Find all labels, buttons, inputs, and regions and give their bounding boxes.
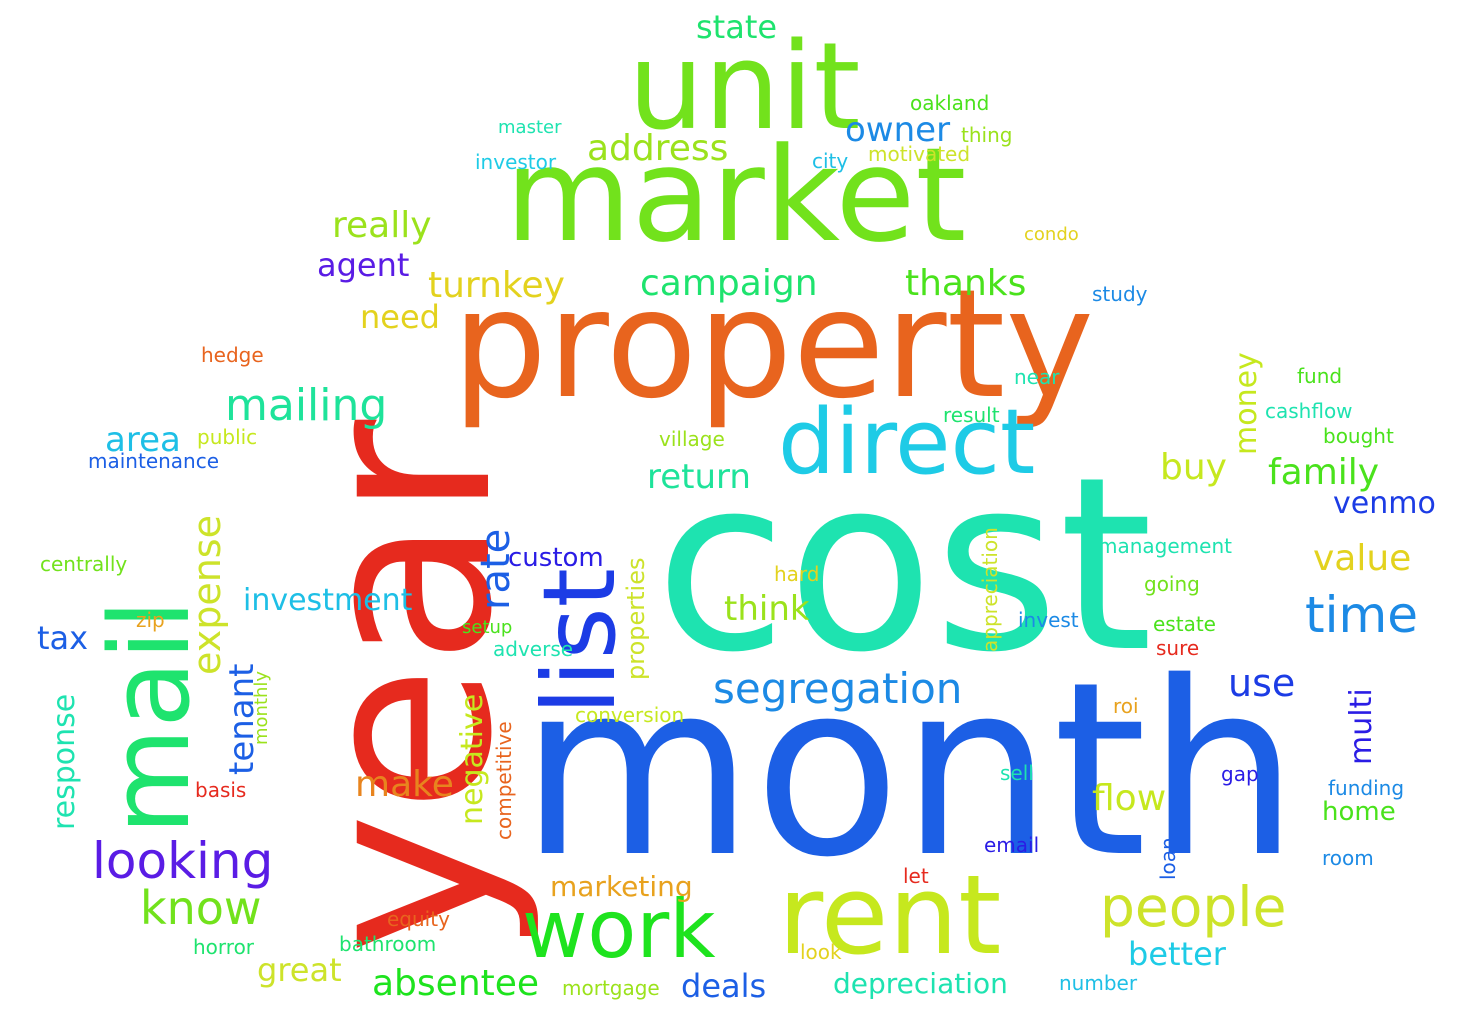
word-market: market: [505, 119, 967, 271]
word-state: state: [696, 8, 778, 46]
word-investment: investment: [243, 583, 413, 618]
word-loan: loan: [1156, 837, 1180, 880]
word-turnkey: turnkey: [428, 265, 565, 306]
word-thanks: thanks: [905, 263, 1027, 304]
word-use: use: [1228, 661, 1296, 705]
word-roi: roi: [1113, 694, 1139, 718]
word-marketing: marketing: [550, 870, 693, 903]
word-family: family: [1268, 452, 1380, 493]
word-motivated: motivated: [868, 142, 971, 166]
word-basis: basis: [195, 778, 247, 802]
word-absentee: absentee: [372, 963, 540, 1004]
word-rent: rent: [778, 851, 1002, 979]
word-venmo: venmo: [1333, 486, 1436, 521]
word-room: room: [1322, 846, 1374, 870]
word-city: city: [812, 149, 849, 173]
word-maintenance: maintenance: [88, 449, 220, 473]
word-funding: funding: [1328, 776, 1405, 800]
word-owner: owner: [845, 110, 951, 150]
word-agent: agent: [317, 246, 410, 284]
word-depreciation: depreciation: [833, 967, 1008, 1000]
word-adverse: adverse: [493, 637, 574, 661]
word-make: make: [355, 764, 454, 805]
word-mailing: mailing: [225, 380, 388, 431]
word-monthly: monthly: [251, 670, 272, 745]
word-home: home: [1322, 797, 1396, 827]
word-invest: invest: [1018, 608, 1079, 632]
word-look: look: [800, 940, 842, 964]
word-year: year: [265, 419, 545, 955]
word-oakland: oakland: [910, 91, 990, 115]
word-unit: unit: [628, 18, 861, 157]
word-buy: buy: [1160, 447, 1227, 488]
word-condo: condo: [1024, 224, 1079, 245]
word-hedge: hedge: [201, 343, 264, 367]
word-negative: negative: [455, 693, 490, 825]
word-flow: flow: [1092, 778, 1167, 819]
word-public: public: [197, 425, 258, 449]
word-estate: estate: [1153, 612, 1216, 636]
word-multi: multi: [1344, 688, 1379, 765]
word-master: master: [498, 117, 562, 138]
word-village: village: [659, 427, 725, 451]
word-looking: looking: [92, 832, 274, 890]
word-month: month: [520, 630, 1299, 910]
word-value: value: [1313, 538, 1412, 579]
word-know: know: [140, 881, 262, 935]
word-email: email: [984, 833, 1040, 857]
word-sure: sure: [1156, 636, 1200, 660]
word-money: money: [1229, 352, 1264, 455]
word-segregation: segregation: [713, 664, 963, 713]
word-rate: rate: [473, 528, 519, 610]
word-zip: zip: [136, 608, 165, 632]
word-direct: direct: [778, 390, 1036, 495]
word-appreciation: appreciation: [978, 527, 1002, 652]
word-return: return: [647, 457, 751, 497]
word-sell: sell: [1000, 761, 1034, 785]
word-deals: deals: [681, 967, 767, 1005]
word-result: result: [943, 403, 1000, 427]
word-equity: equity: [387, 907, 450, 931]
word-properties: properties: [622, 557, 650, 680]
word-bathroom: bathroom: [339, 932, 437, 956]
word-competitive: competitive: [492, 721, 516, 840]
word-custom: custom: [508, 543, 604, 573]
word-time: time: [1305, 586, 1418, 644]
word-tax: tax: [37, 619, 89, 657]
word-great: great: [257, 951, 342, 989]
word-fund: fund: [1297, 364, 1343, 388]
word-property: property: [452, 258, 1095, 432]
word-going: going: [1144, 572, 1200, 596]
word-thing: thing: [961, 123, 1013, 147]
word-expense: expense: [185, 515, 229, 675]
word-let: let: [903, 864, 929, 888]
word-centrally: centrally: [40, 552, 128, 576]
word-need: need: [360, 298, 440, 336]
word-gap: gap: [1221, 762, 1259, 786]
word-area: area: [105, 420, 181, 460]
word-conversion: conversion: [575, 703, 685, 727]
word-near: near: [1014, 365, 1060, 389]
word-address: address: [587, 128, 729, 169]
word-cost: cost: [655, 425, 1153, 705]
word-mortgage: mortgage: [562, 976, 660, 1000]
word-really: really: [332, 205, 432, 246]
word-study: study: [1092, 282, 1148, 306]
word-bought: bought: [1323, 424, 1394, 448]
word-hard: hard: [774, 562, 820, 586]
word-better: better: [1128, 935, 1226, 973]
word-horror: horror: [193, 935, 255, 959]
word-management: management: [1098, 534, 1232, 558]
word-cashflow: cashflow: [1265, 399, 1353, 423]
word-think: think: [724, 589, 810, 629]
word-people: people: [1100, 875, 1287, 939]
word-work: work: [522, 883, 716, 976]
word-response: response: [47, 693, 82, 830]
word-setup: setup: [462, 617, 513, 638]
word-campaign: campaign: [640, 263, 818, 304]
word-investor: investor: [475, 150, 557, 174]
word-number: number: [1059, 971, 1138, 995]
